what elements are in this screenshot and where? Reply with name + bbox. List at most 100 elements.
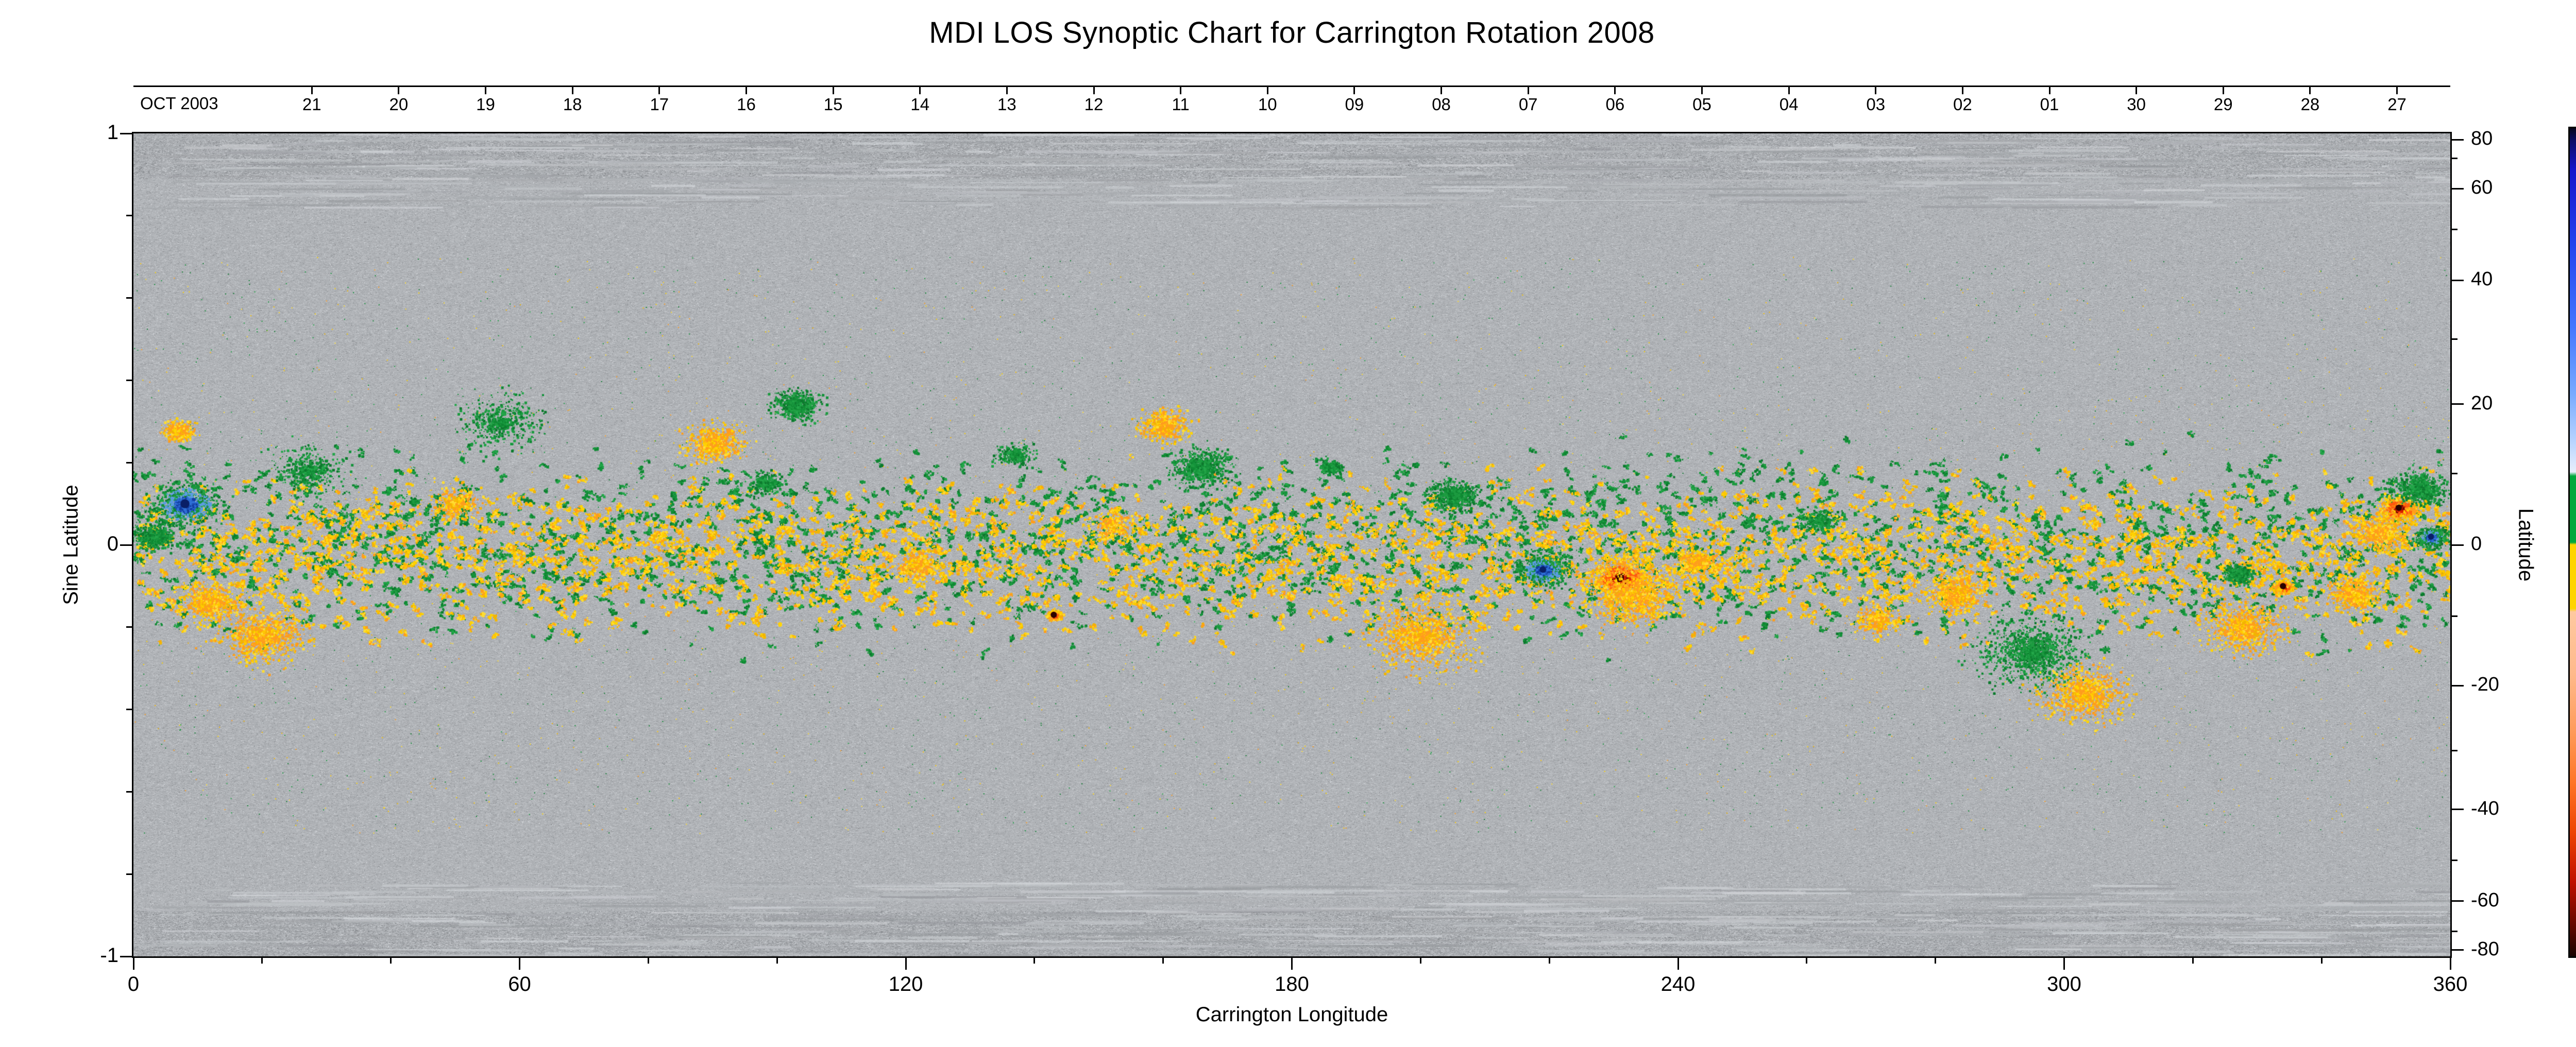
y-left-tick-label: -1: [100, 944, 118, 967]
y-left-tick-label: 0: [107, 533, 118, 555]
date-tick: [1527, 85, 1529, 94]
date-tick: [832, 85, 834, 94]
x-tick: [132, 956, 134, 970]
y-right-tick-label: 60: [2471, 177, 2493, 199]
x-tick: [2449, 956, 2451, 970]
date-tick: [1266, 85, 1268, 94]
y-right-tick: [2450, 139, 2464, 141]
date-tick-label: 05: [1692, 95, 1711, 114]
y-left-minor-tick: [126, 215, 133, 217]
x-minor-tick: [1806, 956, 1808, 964]
date-tick: [1006, 85, 1008, 94]
date-tick-label: 20: [389, 95, 409, 114]
date-tick: [398, 85, 400, 94]
date-tick: [2309, 85, 2311, 94]
x-minor-tick: [1548, 956, 1550, 964]
date-tick: [1440, 85, 1443, 94]
date-tick-label: 14: [910, 95, 930, 114]
y-right-tick-label: 20: [2471, 392, 2493, 414]
y-right-tick-label: 0: [2471, 533, 2482, 555]
x-minor-tick: [2320, 956, 2323, 964]
date-tick-label: 29: [2213, 95, 2233, 114]
y-right-minor-tick: [2450, 472, 2458, 474]
date-tick: [1353, 85, 1355, 94]
x-minor-tick: [1419, 956, 1421, 964]
y-right-minor-tick: [2450, 615, 2458, 617]
x-axis-label: Carrington Longitude: [1195, 1003, 1388, 1026]
date-tick: [2048, 85, 2050, 94]
x-tick-label: 240: [1660, 973, 1696, 995]
x-tick: [519, 956, 520, 970]
y-right-tick: [2450, 809, 2464, 811]
y-right-tick-label: -20: [2471, 674, 2499, 696]
x-tick-label: 0: [127, 973, 140, 995]
y-left-minor-tick: [126, 873, 133, 875]
y-right-tick-label: -60: [2471, 889, 2499, 911]
date-tick: [571, 85, 573, 94]
colorbar: [2568, 127, 2576, 958]
x-tick: [1677, 956, 1679, 970]
date-tick-label: 04: [1779, 95, 1799, 114]
date-tick-label: 08: [1432, 95, 1451, 114]
y-right-tick-label: 80: [2471, 128, 2493, 150]
y-right-minor-tick: [2450, 157, 2458, 159]
date-tick: [658, 85, 660, 94]
date-tick-label: 27: [2387, 95, 2406, 114]
x-minor-tick: [1162, 956, 1164, 964]
y-right-minor-tick: [2450, 229, 2458, 231]
x-tick-label: 60: [508, 973, 531, 995]
date-tick-label: 07: [1518, 95, 1538, 114]
chart-title: MDI LOS Synoptic Chart for Carrington Ro…: [929, 16, 1655, 49]
date-tick: [2396, 85, 2398, 94]
date-tick-label: 03: [1866, 95, 1886, 114]
y-right-tick-label: 40: [2471, 268, 2493, 290]
date-tick-label: 30: [2127, 95, 2146, 114]
x-minor-tick: [647, 956, 649, 964]
date-tick: [311, 85, 313, 94]
date-tick: [1961, 85, 1963, 94]
date-tick-label: 13: [997, 95, 1016, 114]
date-tick: [1614, 85, 1616, 94]
date-tick: [745, 85, 747, 94]
x-tick-label: 180: [1275, 973, 1309, 995]
date-tick-label: 11: [1172, 95, 1190, 114]
date-tick-label: 10: [1258, 95, 1277, 114]
date-tick-label: 28: [2300, 95, 2320, 114]
y-right-tick-label: -40: [2471, 797, 2499, 819]
date-tick: [2136, 85, 2138, 94]
y-left-minor-tick: [126, 626, 133, 628]
date-tick-label: 02: [1953, 95, 1972, 114]
y-left-tick: [120, 544, 133, 546]
x-tick: [1291, 956, 1293, 970]
y-left-tick: [120, 955, 133, 957]
y-left-minor-tick: [126, 791, 133, 793]
date-axis: [133, 85, 2450, 87]
date-tick: [2222, 85, 2224, 94]
x-minor-tick: [2192, 956, 2194, 964]
x-tick-label: 300: [2047, 973, 2081, 995]
date-tick-label: 15: [823, 95, 843, 114]
x-minor-tick: [390, 956, 392, 964]
date-tick: [1875, 85, 1877, 94]
date-tick-label: 18: [563, 95, 582, 114]
y-right-minor-tick: [2450, 750, 2458, 751]
y-left-tick-label: 1: [107, 121, 118, 144]
x-minor-tick: [776, 956, 778, 964]
x-tick: [2063, 956, 2065, 970]
x-tick-label: 360: [2433, 973, 2468, 995]
date-tick: [1093, 85, 1095, 94]
date-tick: [1701, 85, 1703, 94]
x-minor-tick: [1033, 956, 1036, 964]
date-tick: [1788, 85, 1790, 94]
y-left-minor-tick: [126, 379, 133, 381]
date-tick-label: 09: [1345, 95, 1364, 114]
date-tick-label: 17: [650, 95, 669, 114]
date-axis-month-label: OCT 2003: [140, 94, 218, 113]
x-minor-tick: [1935, 956, 1937, 964]
date-tick-label: 19: [476, 95, 495, 114]
date-tick: [485, 85, 487, 94]
y-right-tick: [2450, 949, 2464, 951]
x-minor-tick: [261, 956, 263, 964]
date-tick-label: 21: [302, 95, 321, 114]
